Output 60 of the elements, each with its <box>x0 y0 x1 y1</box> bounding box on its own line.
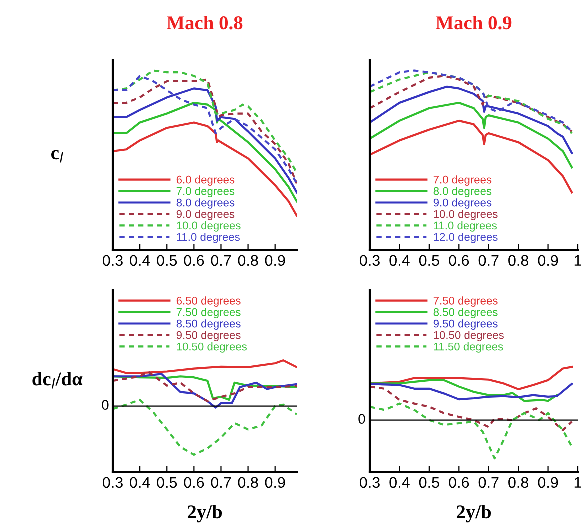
text: 7.50 degrees <box>434 296 498 308</box>
x-tick-label: 0.4 <box>390 255 410 266</box>
x-tick-label: 0.8 <box>238 255 258 266</box>
text: 8.50 degrees <box>176 320 241 330</box>
x-tick-label: 0.8 <box>508 477 529 488</box>
x-tick-label: 0.9 <box>265 255 286 266</box>
x-tick-label: 0.6 <box>184 255 204 266</box>
text: 10.50 degrees <box>434 331 504 342</box>
x-tick-label: 0.5 <box>419 477 440 488</box>
x-tick-label: 0.3 <box>360 255 380 266</box>
legend-label: 11.0 degrees <box>434 222 497 232</box>
x-tick-label: 0.8 <box>508 255 529 266</box>
legend-label: 9.0 degrees <box>434 198 492 209</box>
x-tick-label: 0.9 <box>538 477 558 488</box>
x-tick-label: 0.4 <box>130 255 150 266</box>
legend-label: 10.0 degrees <box>177 222 241 232</box>
x-tick-label: 0.4 <box>390 477 410 488</box>
y-axis-title: dc$_{l}$/dα <box>32 372 83 389</box>
text: 11.50 degrees <box>434 342 504 353</box>
legend-label: 7.0 degrees <box>434 176 492 186</box>
legend-label: 12.0 degrees <box>434 232 498 244</box>
chart-title: Mach 0.9 <box>436 16 512 30</box>
x-tick-label: 0.6 <box>184 477 204 488</box>
legend-label: 8.0 degrees <box>176 198 235 209</box>
x-tick-label: 1 <box>574 255 582 266</box>
x-axis-title: 2y/b <box>456 504 492 523</box>
x-tick-label: 0.6 <box>449 255 470 266</box>
x-tick-label: 0.5 <box>419 255 440 266</box>
x-tick-label: 0.7 <box>211 477 232 488</box>
x-tick-label: 0.6 <box>449 477 470 488</box>
y-axis-title: c$_{l}$ <box>52 150 64 163</box>
ref-line-label: 0 <box>358 414 366 424</box>
x-tick-label: 0.5 <box>157 477 178 488</box>
text: 8.50 degrees <box>434 308 498 318</box>
x-tick-label: 0.3 <box>102 477 123 488</box>
text: 9.50 degrees <box>434 320 498 330</box>
chart-title: Mach 0.8 <box>166 16 243 30</box>
x-tick-label: 0.9 <box>538 255 558 266</box>
text: 10.50 degrees <box>177 342 247 353</box>
text: 9.50 degrees <box>176 331 241 342</box>
x-tick-label: 0.7 <box>211 255 232 266</box>
legend-label: 11.0 degrees <box>177 232 240 244</box>
legend-label: 6.0 degrees <box>176 176 235 186</box>
legend-label: 8.0 degrees <box>434 187 492 198</box>
x-tick-label: 0.7 <box>478 477 499 488</box>
legend-label: 9.0 degrees <box>176 210 235 220</box>
x-tick-label: 0.3 <box>102 255 123 266</box>
x-tick-label: 0.3 <box>360 477 380 488</box>
x-tick-label: 0.8 <box>238 477 258 488</box>
text: 6.50 degrees <box>176 296 241 308</box>
legend-label: 10.0 degrees <box>434 210 498 220</box>
x-tick-label: 0.4 <box>130 477 150 488</box>
x-tick-label: 1 <box>574 477 582 488</box>
ref-line-label: 0 <box>102 400 109 410</box>
x-tick-label: 0.5 <box>157 255 178 266</box>
x-tick-label: 0.9 <box>265 477 286 488</box>
x-axis-title: 2y/b <box>188 504 222 523</box>
legend-label: 7.0 degrees <box>176 187 235 198</box>
text: 7.50 degrees <box>176 308 241 318</box>
x-tick-label: 0.7 <box>478 255 499 266</box>
